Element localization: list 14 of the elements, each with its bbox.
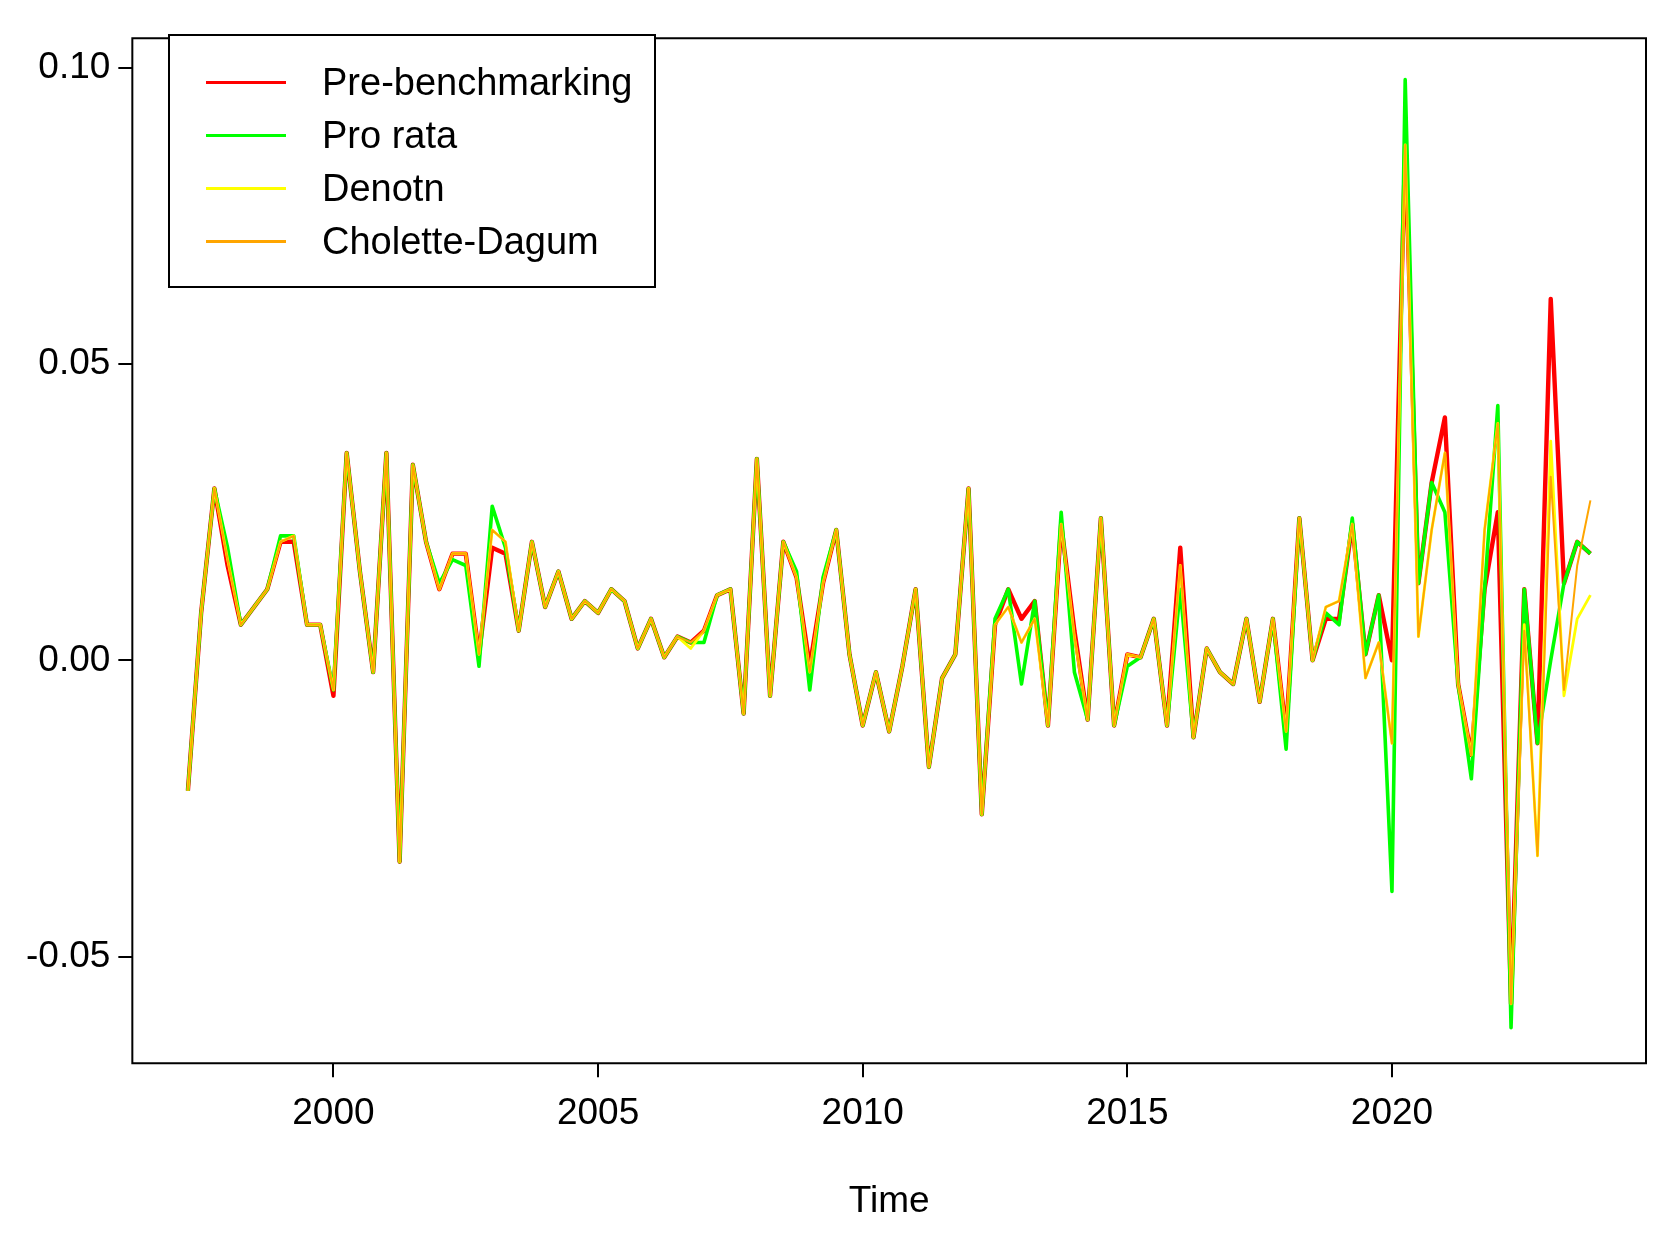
x-tick-label: 2010 [821,1090,904,1132]
x-tick-label: 2020 [1350,1090,1434,1132]
legend-label: Denotn [322,167,445,210]
x-tick-label: 2000 [292,1090,375,1132]
y-tick-label: 0.05 [38,341,111,383]
y-tick-label: 0.00 [38,637,111,679]
x-tick-label: 2015 [1086,1090,1169,1132]
legend-label: Pre-benchmarking [322,61,633,104]
legend-label: Pro rata [322,114,458,157]
y-tick-label: -0.05 [25,933,111,975]
y-tick-label: 0.10 [38,45,111,87]
x-axis-title: Time [848,1179,930,1220]
legend-label: Cholette-Dagum [322,220,599,263]
x-tick-label: 2005 [556,1090,640,1132]
